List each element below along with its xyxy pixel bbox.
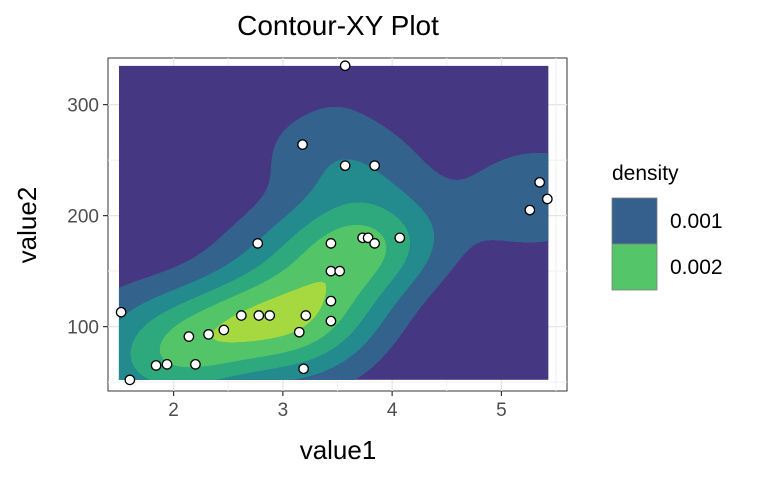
- data-point: [218, 324, 230, 336]
- chart-title: Contour-XY Plot: [237, 10, 439, 41]
- data-point: [124, 374, 136, 386]
- x-tick-label: 3: [278, 400, 289, 421]
- density-contours: [118, 65, 549, 380]
- data-point: [534, 176, 546, 188]
- data-point: [298, 363, 309, 375]
- axes: 2 3 4 5 100 200 300: [67, 96, 506, 421]
- data-points: [115, 60, 553, 386]
- data-point: [339, 60, 351, 72]
- x-tick-label: 4: [387, 400, 398, 421]
- legend-title: density: [612, 162, 679, 185]
- legend-label: 0.001: [670, 210, 723, 233]
- data-point: [300, 310, 312, 321]
- data-point: [524, 204, 536, 216]
- x-axis-title: value1: [300, 435, 377, 465]
- data-point: [325, 238, 337, 249]
- data-point: [325, 265, 337, 277]
- legend: density 0.001 0.002: [611, 162, 723, 291]
- data-point: [325, 315, 337, 327]
- legend-key-0.002: [611, 243, 658, 291]
- data-point: [161, 359, 173, 370]
- data-point: [190, 359, 201, 370]
- legend-label: 0.002: [670, 256, 723, 279]
- data-point: [369, 160, 381, 172]
- data-point: [264, 310, 276, 321]
- data-point: [203, 329, 214, 340]
- data-point: [369, 238, 381, 249]
- data-point: [115, 306, 127, 318]
- data-point: [325, 295, 337, 307]
- data-point: [252, 238, 264, 249]
- y-tick-label: 200: [67, 207, 99, 228]
- x-tick-label: 2: [168, 400, 179, 421]
- data-point: [253, 310, 265, 321]
- data-point: [150, 360, 162, 371]
- data-point: [339, 160, 351, 172]
- data-point: [235, 310, 247, 321]
- data-point: [334, 265, 346, 277]
- legend-key-0.001: [611, 197, 658, 245]
- data-point: [394, 232, 406, 244]
- y-tick-label: 100: [67, 318, 99, 339]
- y-axis-title: value2: [12, 187, 42, 264]
- y-tick-label: 300: [67, 96, 99, 117]
- x-tick-label: 5: [496, 400, 507, 421]
- data-point: [183, 331, 195, 342]
- data-point: [293, 326, 305, 338]
- data-point: [541, 193, 553, 205]
- data-point: [297, 139, 308, 150]
